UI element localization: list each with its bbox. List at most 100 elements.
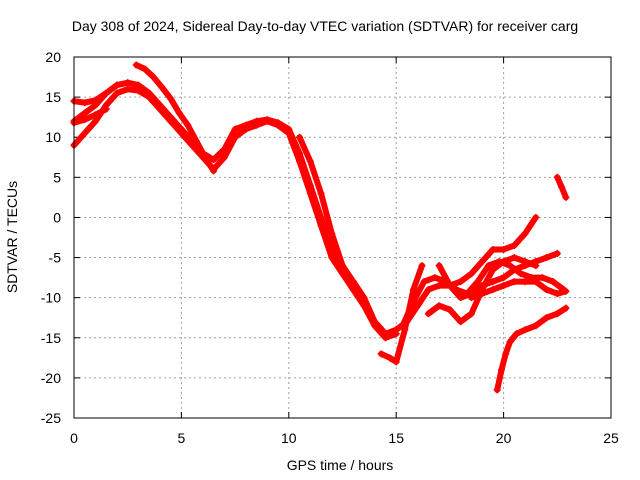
series-line bbox=[133, 62, 217, 174]
plot-frame bbox=[73, 56, 612, 419]
data-point bbox=[532, 322, 540, 330]
data-point bbox=[562, 304, 570, 312]
data-point bbox=[489, 246, 497, 254]
data-point bbox=[553, 310, 561, 318]
data-point bbox=[296, 157, 304, 165]
data-point bbox=[149, 73, 157, 81]
data-point bbox=[521, 326, 529, 334]
data-point bbox=[512, 330, 520, 338]
data-point bbox=[231, 125, 239, 133]
y-tick-label: 0 bbox=[53, 209, 61, 225]
y-tick-label: -25 bbox=[41, 410, 61, 426]
data-point bbox=[435, 262, 443, 270]
data-point bbox=[102, 89, 110, 97]
y-tick-label: -15 bbox=[41, 330, 61, 346]
data-point bbox=[220, 153, 228, 161]
data-point bbox=[549, 278, 557, 286]
series-track-14 bbox=[553, 173, 570, 201]
data-point bbox=[386, 354, 394, 362]
data-point bbox=[478, 290, 486, 298]
x-tick-label: 15 bbox=[388, 430, 404, 446]
data-point bbox=[141, 65, 149, 73]
x-tick-label: 10 bbox=[281, 430, 297, 446]
data-point bbox=[553, 173, 561, 181]
data-point bbox=[158, 83, 166, 91]
data-point bbox=[420, 278, 428, 286]
x-tick-label: 0 bbox=[70, 430, 78, 446]
data-point bbox=[306, 189, 314, 197]
y-tick-label: 10 bbox=[45, 129, 61, 145]
data-point bbox=[543, 286, 551, 294]
y-tick-label: 20 bbox=[45, 49, 61, 65]
data-point bbox=[474, 278, 482, 286]
series-line bbox=[71, 106, 110, 126]
series-line bbox=[468, 278, 569, 301]
data-point bbox=[478, 258, 486, 266]
data-point bbox=[532, 278, 540, 286]
data-point bbox=[424, 310, 432, 318]
y-tick-label: -20 bbox=[41, 370, 61, 386]
data-point bbox=[184, 121, 192, 129]
data-point bbox=[538, 274, 546, 282]
tick-labels: 0 5 10 15 20 25 -25 -20 -15 -10 -5 0 5 10 15 20 bbox=[41, 49, 619, 446]
series-track-5 bbox=[132, 61, 218, 175]
data-point bbox=[409, 298, 417, 306]
data-point bbox=[81, 129, 89, 137]
data-point bbox=[489, 266, 497, 274]
data-point bbox=[285, 129, 293, 137]
data-point bbox=[506, 338, 514, 346]
data-point bbox=[81, 109, 89, 117]
data-point bbox=[167, 95, 175, 103]
data-point bbox=[167, 117, 175, 125]
data-point bbox=[242, 125, 250, 133]
data-point bbox=[317, 221, 325, 229]
data-point bbox=[489, 278, 497, 286]
x-axis-label: GPS time / hours bbox=[287, 457, 394, 473]
data-point bbox=[210, 156, 218, 164]
data-point bbox=[431, 274, 439, 282]
data-point bbox=[500, 274, 508, 282]
data-point bbox=[517, 270, 525, 278]
data-point bbox=[210, 167, 218, 175]
data-point bbox=[381, 334, 389, 342]
data-point bbox=[409, 286, 417, 294]
data-point bbox=[562, 193, 570, 201]
data-point bbox=[81, 99, 89, 107]
data-point bbox=[328, 254, 336, 262]
data-point bbox=[521, 229, 529, 237]
data-point bbox=[446, 306, 454, 314]
data-point bbox=[91, 117, 99, 125]
series-track-3 bbox=[70, 81, 121, 107]
data-point bbox=[500, 246, 508, 254]
data-point bbox=[377, 350, 385, 358]
data-point bbox=[91, 96, 99, 104]
data-point bbox=[562, 287, 570, 295]
series-line bbox=[494, 305, 569, 393]
x-tick-label: 5 bbox=[178, 430, 186, 446]
series-track-1 bbox=[70, 79, 400, 338]
data-point bbox=[457, 294, 465, 302]
data-point bbox=[328, 229, 336, 237]
data-point bbox=[521, 262, 529, 270]
series-track-11 bbox=[435, 250, 561, 302]
data-point bbox=[543, 254, 551, 262]
data-point bbox=[263, 117, 271, 125]
data-point bbox=[532, 258, 540, 266]
data-point bbox=[102, 105, 110, 113]
data-point bbox=[81, 116, 89, 124]
data-point bbox=[188, 141, 196, 149]
data-point bbox=[296, 133, 304, 141]
data-point bbox=[349, 282, 357, 290]
data-point bbox=[506, 262, 514, 270]
series-track-7 bbox=[377, 262, 426, 366]
data-point bbox=[543, 314, 551, 322]
series-line bbox=[296, 134, 357, 289]
y-tick-label: -10 bbox=[41, 290, 61, 306]
data-point bbox=[91, 111, 99, 119]
data-point bbox=[467, 294, 475, 302]
data-point bbox=[113, 89, 121, 97]
data-point bbox=[485, 262, 493, 270]
data-point bbox=[132, 61, 140, 69]
data-point bbox=[274, 121, 282, 129]
